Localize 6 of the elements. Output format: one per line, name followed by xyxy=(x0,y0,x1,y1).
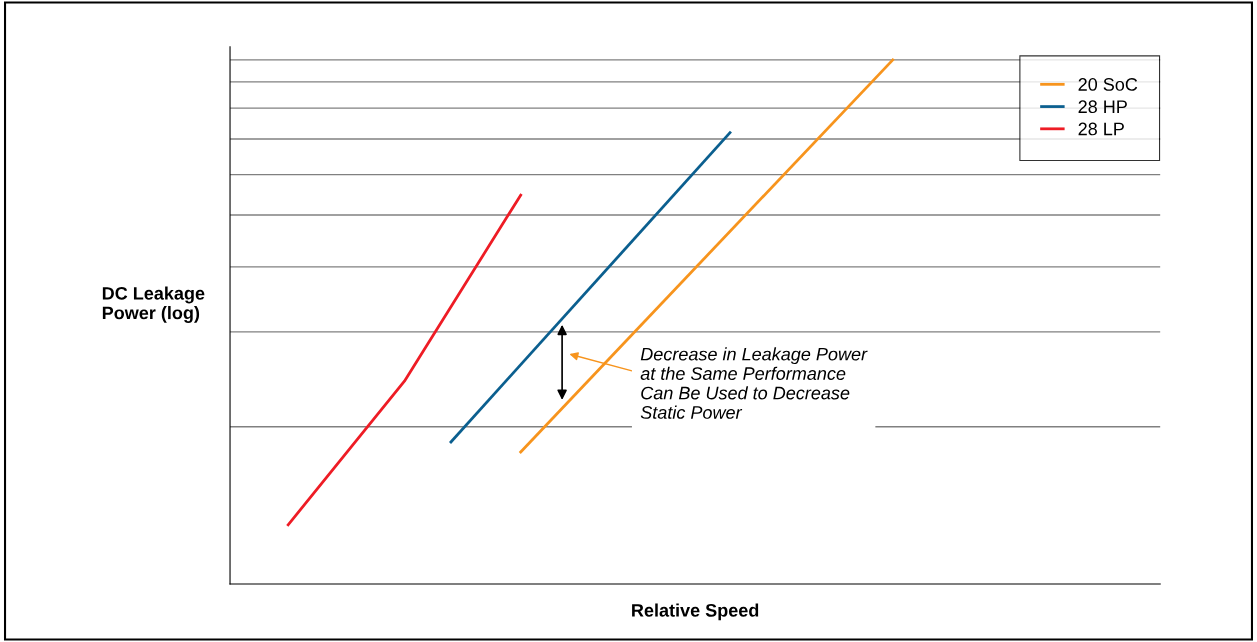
legend-label: 28 HP xyxy=(1078,100,1127,114)
annotation: Decrease in Leakage Power at the Same Performance Can Be Used to Decrease Static Power xyxy=(640,347,868,419)
y-axis-title: DC Leakage Power (log) xyxy=(102,286,205,323)
legend-label: 20 SoC xyxy=(1078,78,1138,91)
legend-label: 28 LP xyxy=(1078,122,1124,136)
x-axis-title: Relative Speed xyxy=(632,603,759,621)
